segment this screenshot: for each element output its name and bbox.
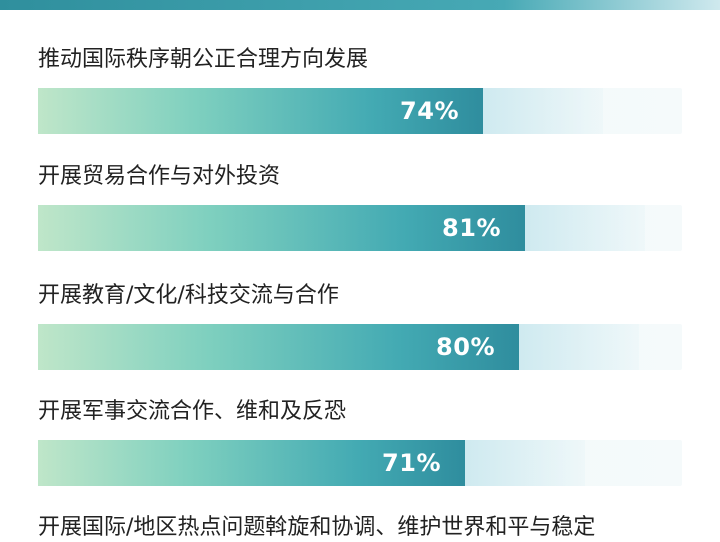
bar-value-label: 80% — [436, 333, 495, 361]
bar-track: 80% — [38, 324, 682, 370]
bar-label: 推动国际秩序朝公正合理方向发展 — [38, 47, 369, 72]
bar-value-label: 81% — [442, 214, 501, 242]
bar-value-label: 71% — [382, 449, 441, 477]
bar-fill: 71% — [38, 440, 465, 486]
bar-fill: 80% — [38, 324, 519, 370]
bar-track: 74% — [38, 88, 682, 134]
bar-label: 开展教育/文化/科技交流与合作 — [38, 283, 339, 308]
bar-value-label: 74% — [400, 97, 459, 125]
top-banner-strip — [0, 0, 720, 10]
bar-label: 开展军事交流合作、维和及反恐 — [38, 399, 347, 424]
bar-track: 81% — [38, 205, 682, 251]
bar-track: 71% — [38, 440, 682, 486]
bar-fill: 74% — [38, 88, 483, 134]
bar-fade — [519, 324, 639, 370]
bar-fade — [483, 88, 603, 134]
bar-fade — [465, 440, 585, 486]
bar-fade — [525, 205, 645, 251]
bar-label: 开展贸易合作与对外投资 — [38, 164, 281, 189]
bar-fill: 81% — [38, 205, 525, 251]
bar-label: 开展国际/地区热点问题斡旋和协调、维护世界和平与稳定 — [38, 515, 596, 540]
